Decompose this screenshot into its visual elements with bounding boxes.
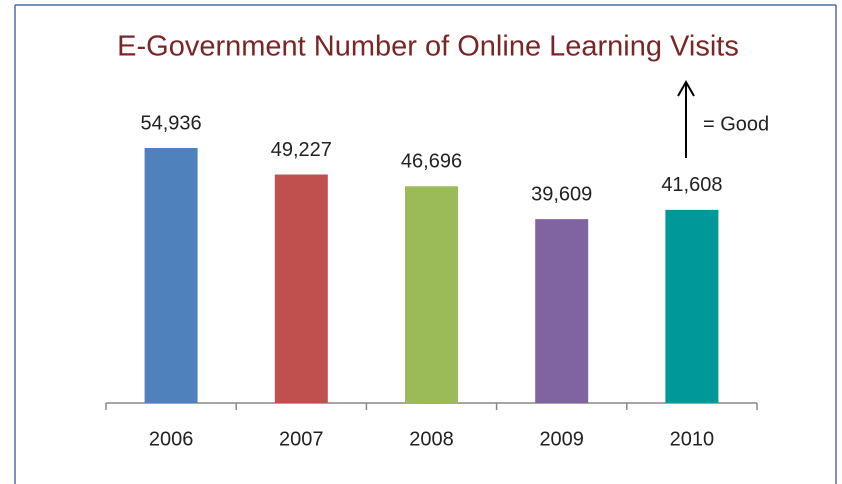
- bar: [144, 148, 198, 403]
- value-label: 46,696: [401, 151, 462, 173]
- value-label: 41,608: [661, 174, 722, 196]
- annotation: = Good: [703, 113, 769, 135]
- x-tick-label: 2007: [279, 428, 324, 450]
- chart-title: E-Government Number of Online Learning V…: [117, 31, 739, 63]
- arrow-head: [677, 79, 695, 97]
- x-tick-label: 2010: [670, 428, 715, 450]
- value-label: 54,936: [141, 112, 202, 134]
- x-tick-label: 2006: [149, 428, 194, 450]
- bar: [274, 174, 328, 403]
- x-tick-label: 2009: [539, 428, 584, 450]
- value-label: 49,227: [271, 139, 332, 161]
- bar: [665, 209, 719, 403]
- bar: [405, 186, 458, 403]
- value-label: 39,609: [531, 183, 592, 205]
- bar: [535, 219, 589, 403]
- x-tick-label: 2008: [409, 428, 454, 450]
